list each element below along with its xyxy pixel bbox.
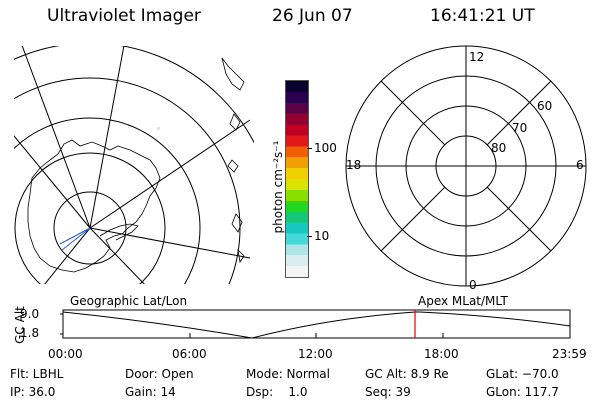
meridian-line [44, 227, 91, 284]
antarctica-coastline [27, 139, 161, 273]
meridian-line [89, 46, 125, 229]
satellite-sightline [61, 227, 91, 251]
mlt-label-0: 0 [469, 278, 477, 292]
gc-alt-info: GC Alt: 8.9 Re [365, 367, 449, 381]
polar-diagonal [486, 186, 552, 252]
colorbar-tick-100: 100 [314, 141, 337, 155]
altitude-timeline [60, 309, 571, 339]
polar-diagonal [486, 80, 552, 146]
mlt-label-12: 12 [469, 50, 484, 64]
meridian-line [89, 227, 251, 259]
glon-info: GLon: 117.7 [486, 385, 559, 399]
xtick-0000: 00:00 [48, 347, 83, 361]
ytick-top: 9.0 [20, 307, 40, 321]
meridian-line [89, 227, 145, 284]
geographic-map [14, 46, 254, 284]
coastline-fragment [237, 248, 245, 264]
glat-info: GLat: −70.0 [486, 367, 559, 381]
altitude-curve [62, 311, 571, 339]
coastline-fragment [221, 57, 245, 91]
meridian-line [21, 46, 91, 229]
ip-info: IP: 36.0 [10, 385, 56, 399]
filter-info: Flt: LBHL [10, 367, 64, 381]
mlt-label-6: 6 [576, 158, 584, 172]
xtick-1800: 18:00 [424, 347, 459, 361]
colorbar-tick-mark [307, 236, 312, 237]
antarctic-peninsula [99, 223, 139, 241]
colorbar-tick-10: 10 [314, 229, 330, 243]
app-title: Ultraviolet Imager [47, 6, 201, 26]
polar-diagonal [380, 186, 446, 252]
dsp-info: Dsp: 1.0 [246, 385, 308, 399]
seq-info: Seq: 39 [365, 385, 411, 399]
coastline-fragment [231, 213, 243, 233]
mlat-label-60: 60 [537, 99, 552, 113]
time-label: 16:41:21 UT [430, 6, 535, 26]
door-info: Door: Open [125, 367, 194, 381]
colorbar [285, 80, 309, 278]
polar-plot: 12 0 18 6 60 70 80 [345, 45, 587, 292]
mlt-label-18: 18 [346, 158, 361, 172]
aurora-speck [157, 127, 160, 130]
gain-info: Gain: 14 [125, 385, 176, 399]
date-label: 26 Jun 07 [272, 6, 353, 26]
mlat-label-70: 70 [512, 121, 527, 135]
timeline-left-title: Geographic Lat/Lon [70, 294, 188, 308]
lat-circle [14, 152, 166, 284]
meridian-line [14, 135, 91, 229]
xtick-1200: 12:00 [298, 347, 333, 361]
coastline-fragment [227, 159, 239, 173]
satellite-sightline [59, 227, 91, 245]
lat-circle [14, 117, 201, 284]
ytick-bottom: 1.8 [20, 326, 40, 340]
colorbar-unit-label: photon cm⁻²s⁻¹ [271, 140, 285, 234]
xtick-0600: 06:00 [172, 347, 207, 361]
mode-info: Mode: Normal [246, 367, 330, 381]
timeline-right-title: Apex MLat/MLT [418, 294, 508, 308]
mlat-label-80: 80 [491, 141, 506, 155]
xtick-2359: 23:59 [552, 347, 587, 361]
lat-circle [53, 191, 127, 265]
colorbar-tick-mark [307, 148, 312, 149]
meridian-line [89, 119, 251, 229]
coastline-fragment [229, 113, 241, 131]
polar-diagonal [380, 80, 446, 146]
lat-circle [14, 77, 241, 284]
